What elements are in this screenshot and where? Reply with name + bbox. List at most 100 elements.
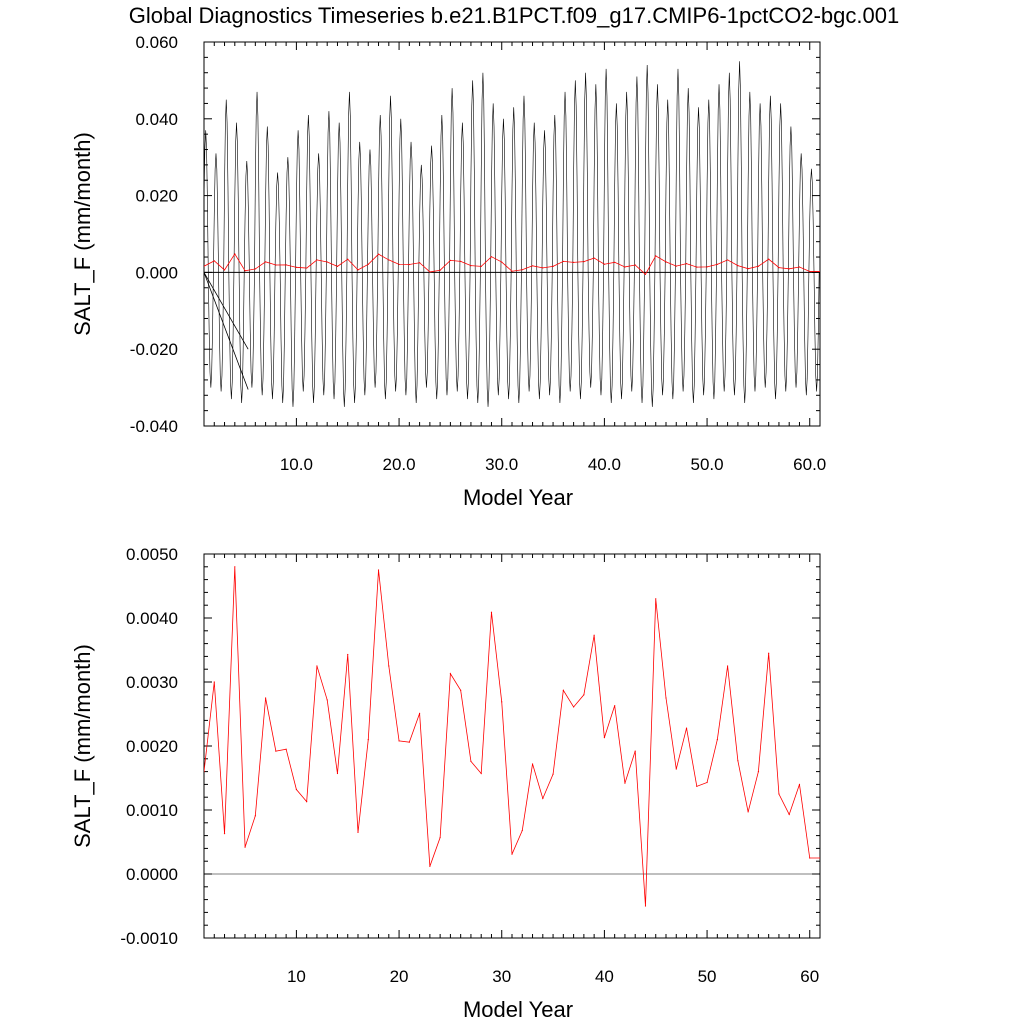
annual-mean-point [265, 261, 267, 263]
annual-mean-point [480, 772, 482, 775]
annual-mean-point [439, 269, 441, 271]
x-tick-label: 40 [595, 967, 614, 986]
annual-mean-point [747, 811, 749, 813]
annual-mean-point [788, 268, 790, 270]
plot-area [204, 61, 820, 407]
annual-mean-point [747, 268, 749, 270]
annual-mean-point [254, 815, 256, 817]
annual-mean-point [501, 701, 503, 703]
annual-mean-point [275, 750, 277, 752]
annual-mean-point [204, 771, 205, 773]
annual-mean-point [798, 266, 801, 268]
y-tick-label: 0.040 [135, 110, 178, 129]
artifact-line [204, 272, 249, 390]
annual-mean-point [347, 258, 349, 260]
annual-mean-point [634, 750, 636, 752]
annual-mean-point [265, 697, 267, 699]
artifact-line [204, 272, 249, 350]
annual-mean-point [778, 793, 780, 795]
x-tick-label: 60 [800, 967, 819, 986]
annual-mean-point [316, 259, 318, 261]
annual-mean-point [213, 681, 215, 683]
annual-mean-point [511, 270, 513, 272]
x-axis-title: Model Year [463, 485, 573, 510]
annual-mean-point [367, 739, 369, 741]
annual-mean-point [614, 261, 616, 263]
annual-mean-point [460, 260, 462, 262]
annual-mean-point [737, 760, 739, 762]
y-axis-title: SALT_F (mm/month) [70, 644, 95, 848]
y-tick-label: 0.0040 [126, 609, 178, 628]
annual-mean-point [644, 273, 647, 275]
annual-mean-point [644, 905, 647, 907]
annual-mean-point [244, 846, 246, 848]
annual-mean-point [809, 270, 811, 273]
annual-mean-point [306, 267, 308, 269]
annual-mean-point [326, 699, 328, 701]
x-tick-label: 20.0 [383, 455, 416, 474]
annual-mean-point [419, 712, 421, 714]
annual-mean-point [316, 665, 318, 667]
annual-mean-point [603, 263, 606, 265]
annual-mean-point [398, 740, 400, 742]
x-tick-label: 30.0 [485, 455, 518, 474]
monthly-series-line [204, 61, 820, 407]
annual-mean-point [408, 263, 410, 266]
annual-mean-point [552, 265, 554, 268]
x-tick-label: 50 [698, 967, 717, 986]
y-tick-label: 0.0030 [126, 673, 178, 692]
annual-mean-point [213, 260, 215, 262]
annual-mean-point [347, 653, 349, 656]
annual-mean-point [665, 697, 667, 699]
x-tick-label: 30 [492, 967, 511, 986]
annual-mean-point [388, 259, 390, 261]
annual-mean-point [388, 665, 390, 667]
annual-mean-point [593, 257, 595, 259]
annual-mean-point [716, 263, 718, 265]
y-tick-label: 0.0050 [126, 545, 178, 564]
annual-mean-point [377, 569, 380, 571]
annual-mean-point [490, 256, 493, 258]
annual-mean-point [655, 255, 657, 257]
annual-mean-point [655, 598, 657, 600]
annual-mean-point [573, 261, 575, 263]
bottom-annual-mean-plot: 10 20 30 40 50 60 -0.0010 0.0000 0.0010 0.0020 0.0… [70, 545, 821, 1022]
annual-mean-point [685, 727, 688, 729]
y-tick-label: 0.0020 [126, 737, 178, 756]
annual-mean-point [419, 262, 421, 264]
annual-mean-point [737, 265, 739, 267]
annual-mean-point [521, 269, 523, 271]
annual-mean-point [357, 831, 359, 834]
annual-mean-point [367, 263, 369, 265]
annual-mean-point [223, 833, 226, 835]
annual-mean-point [501, 261, 503, 263]
annual-mean-point [275, 264, 277, 266]
x-tick-label: 20 [390, 967, 409, 986]
annual-mean-point [357, 269, 359, 271]
y-tick-label: 0.060 [135, 33, 178, 52]
x-tick-label: 50.0 [691, 455, 724, 474]
annual-mean-point [542, 267, 544, 269]
top-timeseries-plot: 10.0 20.0 30.0 40.0 50.0 60.0 -0.040 -0.020 0.00… [70, 33, 826, 510]
annual-mean-point [480, 265, 482, 267]
annual-mean-point [706, 266, 708, 268]
annual-mean-point [614, 705, 616, 707]
y-tick-label: 0.000 [135, 263, 178, 282]
annual-mean-point [583, 694, 585, 696]
annual-mean-point [244, 270, 246, 272]
annual-mean-point [223, 269, 226, 271]
y-tick-label: -0.0010 [120, 929, 178, 948]
annual-mean-point [234, 253, 236, 255]
annual-mean-point [470, 760, 472, 762]
annual-mean-point [819, 857, 820, 859]
plot-frame [203, 553, 821, 939]
annual-mean-point [295, 266, 297, 268]
annual-mean-point [675, 265, 677, 267]
annual-mean-point [490, 611, 493, 613]
annual-mean-point [326, 261, 328, 263]
annual-mean-point [439, 836, 441, 839]
annual-mean-point [757, 265, 760, 267]
annual-mean-point [634, 264, 636, 266]
annual-mean-point [593, 634, 595, 636]
